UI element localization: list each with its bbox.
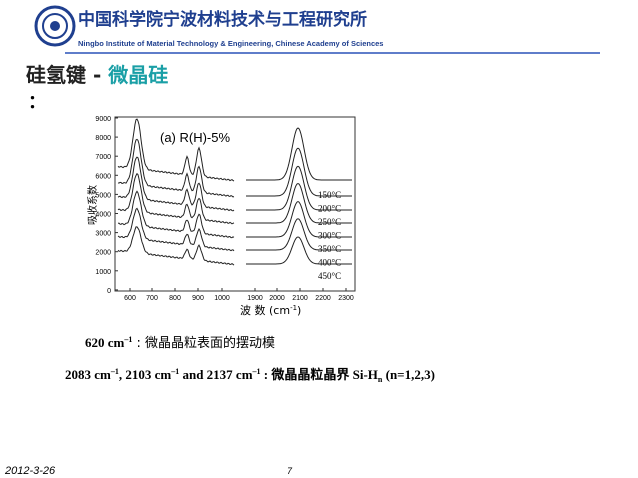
- y-tick-label: 1000: [95, 269, 111, 276]
- note-sup: –1: [110, 367, 119, 376]
- x-label-sup: -1: [290, 304, 297, 312]
- panel-label: (a) R(H)-5%: [160, 130, 230, 145]
- spectrum-curve: [117, 118, 352, 182]
- heading-colon: ：: [28, 92, 46, 113]
- figure: (a) R(H)-5% 吸收系数 波 数 (cm-1) 900080007000…: [86, 116, 356, 317]
- spectrum-curve: [117, 138, 352, 198]
- note-part: and 2137 cm: [179, 367, 252, 382]
- x-tick-label: 700: [146, 295, 158, 302]
- spectrum-curve: [117, 226, 352, 266]
- spectrum-curve: [117, 156, 352, 212]
- note-sup: –1: [170, 367, 179, 376]
- curve-label: 300°C: [318, 231, 341, 241]
- header-subtitle: Ningbo Institute of Material Technology …: [78, 39, 383, 48]
- curve-label: 450°C: [318, 271, 341, 281]
- x-tick-label: 2300: [338, 295, 354, 302]
- page-number: 7: [287, 466, 293, 476]
- y-tick-label: 2000: [95, 250, 111, 257]
- curve-label: 200°C: [318, 204, 341, 214]
- plot-frame: [114, 116, 356, 292]
- logo: [34, 5, 76, 47]
- y-tick-label: 8000: [95, 135, 111, 142]
- y-tick-label: 3000: [95, 231, 111, 238]
- y-label: 吸收系数: [86, 185, 99, 225]
- header-title: 中国科学院宁波材料技术与工程研究所: [78, 9, 367, 30]
- x-tick-label: 2200: [315, 295, 331, 302]
- x-tick-label: 800: [169, 295, 181, 302]
- y-tick-label: 4000: [95, 212, 111, 219]
- footer-date: 2012-3-26: [4, 465, 56, 477]
- x-label-part: ): [297, 304, 301, 317]
- note: 620 cm–1 : 微晶晶粒表面的摆动模: [85, 335, 275, 351]
- note-sup: –1: [123, 335, 132, 344]
- y-tick-label: 6000: [95, 173, 111, 180]
- note-part: , 2103 cm: [119, 367, 172, 382]
- note-sup: –1: [252, 367, 261, 376]
- curve-label: 150°C: [318, 190, 341, 200]
- curve-label: 400°C: [318, 258, 341, 268]
- spectrum-curve: [117, 172, 352, 225]
- note-part: (n=1,2,3): [382, 367, 435, 382]
- x-tick-label: 2000: [269, 295, 285, 302]
- note-part: 620 cm: [85, 335, 125, 350]
- note-sub: n: [378, 375, 383, 384]
- x-tick-label: 2100: [292, 295, 308, 302]
- y-tick-label: 9000: [95, 116, 111, 123]
- x-label-part: 波 数 (cm: [240, 304, 290, 317]
- curve-label: 250°C: [318, 217, 341, 227]
- note-part: 2083 cm: [65, 367, 111, 382]
- curve-label: 350°C: [318, 244, 341, 254]
- x-tick-label: 600: [124, 295, 136, 302]
- y-tick-label: 7000: [95, 154, 111, 161]
- x-tick-label: 900: [192, 295, 204, 302]
- heading-part: 微晶硅: [107, 63, 168, 87]
- x-tick-label: 1900: [247, 295, 263, 302]
- note-part: : 微晶晶粒晶界 Si-H: [261, 367, 378, 382]
- note: 2083 cm–1, 2103 cm–1 and 2137 cm–1 : 微晶晶…: [65, 367, 435, 384]
- y-tick-label: 5000: [95, 192, 111, 199]
- spectrum-curve: [117, 207, 352, 252]
- y-tick-label: 0: [107, 288, 111, 295]
- x-tick-label: 1000: [214, 295, 230, 302]
- spectrum-curve: [117, 190, 352, 239]
- note-part: : 微晶晶粒表面的摆动模: [132, 335, 275, 351]
- slide-heading: 硅氢键 - 微晶硅: [26, 63, 168, 87]
- x-label: 波 数 (cm-1): [240, 304, 301, 317]
- heading-part: 硅氢键 -: [26, 63, 108, 87]
